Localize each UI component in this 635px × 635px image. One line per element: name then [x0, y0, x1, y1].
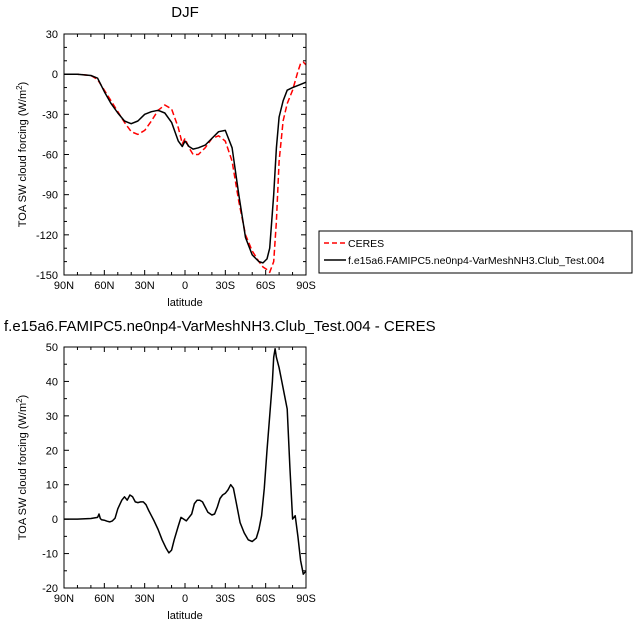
y-axis-label-main: TOA SW cloud forcing (W/m	[17, 403, 29, 540]
series-line-0	[64, 347, 307, 575]
y-axis-label: TOA SW cloud forcing (W/m2)	[15, 82, 29, 227]
legend-box	[318, 230, 633, 274]
top-chart: 90N 60N 30N 0 30S 60S 90S 30 0 -30 -60 -90 -120 -150 D…	[15, 4, 633, 309]
x-tick-label: 0	[182, 593, 188, 605]
y-axis-label: TOA SW cloud forcing (W/m2)	[15, 395, 29, 540]
y-axis-label-main: TOA SW cloud forcing (W/m	[17, 90, 29, 227]
x-tick-label: 90S	[296, 280, 316, 292]
x-tick-label: 90N	[54, 280, 74, 292]
y-tick-label: 20	[46, 445, 58, 457]
x-tick-label: 60S	[256, 593, 276, 605]
y-tick-label: 30	[46, 411, 58, 423]
x-tick-label: 30N	[135, 593, 155, 605]
y-tick-label: 50	[46, 342, 58, 354]
y-tick-label: -10	[42, 549, 58, 561]
x-tick-label: 30N	[135, 280, 155, 292]
y-tick-label: 0	[52, 514, 58, 526]
x-tick-label: 30S	[216, 280, 236, 292]
y-axis-label-close: )	[17, 395, 29, 399]
bottom-chart: 90N 60N 30N 0 30S 60S 90S 50 40 30 20 10 0 -10 -20 f.e1…	[4, 318, 436, 622]
x-tick-label: 60N	[94, 593, 114, 605]
x-tick-label: 90S	[296, 593, 316, 605]
legend-label-1: f.e15a6.FAMIPC5.ne0np4-VarMeshNH3.Club_T…	[348, 255, 605, 267]
y-axis-label-close: )	[17, 82, 29, 86]
x-axis-label: latitude	[167, 610, 202, 622]
y-tick-label: -120	[36, 230, 58, 242]
y-tick-label: -20	[42, 583, 58, 595]
y-axis-label-superscript: 2	[15, 398, 24, 403]
y-tick-label: -30	[42, 109, 58, 121]
y-tick-label: -90	[42, 190, 58, 202]
y-tick-label: 10	[46, 480, 58, 492]
legend-label-0: CERES	[348, 238, 384, 250]
y-tick-label: 30	[46, 29, 58, 41]
plot-frame	[63, 346, 307, 589]
y-tick-label: -60	[42, 150, 58, 162]
legend: CERES f.e15a6.FAMIPC5.ne0np4-VarMeshNH3.C…	[318, 230, 633, 274]
x-tick-label: 90N	[54, 593, 74, 605]
chart-title: DJF	[171, 4, 199, 21]
series-line-1	[64, 73, 307, 264]
x-tick-label: 30S	[216, 593, 236, 605]
series-line-0	[64, 61, 307, 274]
chart-title: f.e15a6.FAMIPC5.ne0np4-VarMeshNH3.Club_T…	[4, 318, 436, 335]
x-tick-label: 60N	[94, 280, 114, 292]
x-tick-label: 0	[182, 280, 188, 292]
x-tick-label: 60S	[256, 280, 276, 292]
y-tick-label: -150	[36, 270, 58, 282]
y-tick-label: 0	[52, 69, 58, 81]
x-axis-label: latitude	[167, 297, 202, 309]
y-axis-label-superscript: 2	[15, 85, 24, 90]
y-tick-label: 40	[46, 376, 58, 388]
